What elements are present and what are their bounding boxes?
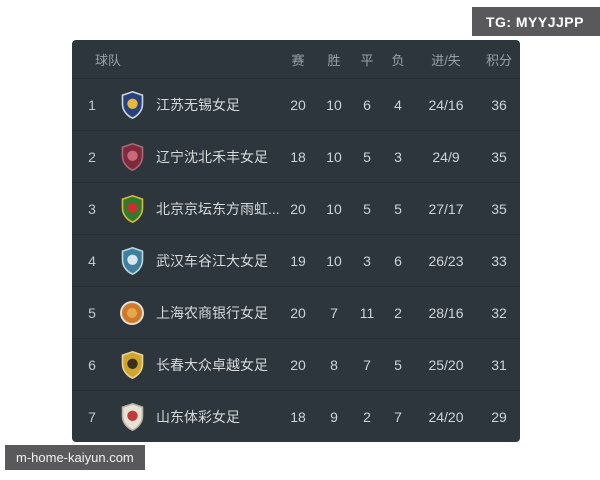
team-name-cell: 辽宁沈北禾丰女足: [156, 148, 268, 165]
table-row[interactable]: 4 武汉车谷江大女足 19 10 3 6 26/23 33: [72, 234, 520, 286]
site-url-badge: m-home-kaiyun.com: [5, 445, 145, 470]
table-row[interactable]: 3 北京京坛东方雨虹... 20 10 5 5 27/17 35: [72, 182, 520, 234]
losses-cell: 6: [394, 252, 402, 269]
table-row[interactable]: 6 长春大众卓越女足 20 8 7 5 25/20 31: [72, 338, 520, 390]
team-crest-icon: [112, 194, 152, 223]
losses-cell: 5: [394, 356, 402, 373]
column-header-points: 积分: [485, 52, 512, 68]
column-header-draw: 平: [360, 52, 374, 68]
played-cell: 20: [290, 96, 306, 113]
losses-cell: 5: [394, 200, 402, 217]
wins-cell: 8: [330, 356, 338, 373]
points-cell: 33: [491, 252, 507, 269]
table-row[interactable]: 2 辽宁沈北禾丰女足 18 10 5 3 24/9 35: [72, 130, 520, 182]
wins-cell: 7: [330, 304, 338, 321]
draws-cell: 6: [363, 96, 371, 113]
goals-cell: 28/16: [428, 304, 464, 321]
team-crest-icon: [112, 402, 152, 431]
rank-cell: 7: [88, 408, 96, 425]
draws-cell: 5: [363, 148, 371, 165]
wins-cell: 10: [326, 148, 342, 165]
rank-cell: 1: [88, 96, 96, 113]
column-header-win: 胜: [327, 52, 341, 68]
losses-cell: 7: [394, 408, 402, 425]
goals-cell: 27/17: [428, 200, 464, 217]
losses-cell: 3: [394, 148, 402, 165]
goals-cell: 26/23: [428, 252, 464, 269]
played-cell: 20: [290, 356, 306, 373]
points-cell: 35: [491, 148, 507, 165]
draws-cell: 2: [363, 408, 371, 425]
table-row[interactable]: 1 江苏无锡女足 20 10 6 4 24/16 36: [72, 78, 520, 130]
points-cell: 36: [491, 96, 507, 113]
team-name-cell: 长春大众卓越女足: [156, 356, 268, 373]
team-crest-icon: [112, 350, 152, 379]
league-standings-table: 球队 赛 胜 平 负 进/失 积分 1 江苏无锡女足 20 10 6 4 24/…: [72, 40, 520, 442]
draws-cell: 3: [363, 252, 371, 269]
wins-cell: 10: [326, 252, 342, 269]
table-body: 1 江苏无锡女足 20 10 6 4 24/16 36 2 辽宁沈北禾丰女足 1…: [72, 78, 520, 442]
team-name-cell: 山东体彩女足: [156, 408, 240, 425]
draws-cell: 7: [363, 356, 371, 373]
team-name-cell: 北京京坛东方雨虹...: [156, 200, 280, 217]
wins-cell: 10: [326, 96, 342, 113]
team-name-cell: 上海农商银行女足: [156, 304, 268, 321]
played-cell: 18: [290, 148, 306, 165]
table-header-row: 球队 赛 胜 平 负 进/失 积分: [72, 40, 520, 78]
team-crest-icon: [112, 246, 152, 275]
losses-cell: 2: [394, 304, 402, 321]
team-crest-icon: [112, 90, 152, 119]
team-crest-icon: [112, 142, 152, 171]
wins-cell: 10: [326, 200, 342, 217]
column-header-loss: 负: [391, 52, 405, 68]
played-cell: 18: [290, 408, 306, 425]
losses-cell: 4: [394, 96, 402, 113]
played-cell: 20: [290, 200, 306, 217]
draws-cell: 5: [363, 200, 371, 217]
team-name-cell: 武汉车谷江大女足: [156, 252, 268, 269]
played-cell: 19: [290, 252, 306, 269]
table-row[interactable]: 5 上海农商银行女足 20 7 11 2 28/16 32: [72, 286, 520, 338]
rank-cell: 2: [88, 148, 96, 165]
points-cell: 32: [491, 304, 507, 321]
played-cell: 20: [290, 304, 306, 321]
table-row[interactable]: 7 山东体彩女足 18 9 2 7 24/20 29: [72, 390, 520, 442]
rank-cell: 5: [88, 304, 96, 321]
points-cell: 35: [491, 200, 507, 217]
goals-cell: 25/20: [428, 356, 464, 373]
column-header-team: 球队: [95, 52, 122, 68]
column-header-goals: 进/失: [431, 52, 461, 68]
rank-cell: 3: [88, 200, 96, 217]
wins-cell: 9: [330, 408, 338, 425]
team-crest-icon: [112, 300, 152, 326]
rank-cell: 4: [88, 252, 96, 269]
goals-cell: 24/16: [428, 96, 464, 113]
tg-contact-badge: TG: MYYJJPP: [471, 7, 600, 36]
points-cell: 31: [491, 356, 507, 373]
draws-cell: 11: [359, 304, 375, 321]
rank-cell: 6: [88, 356, 96, 373]
goals-cell: 24/9: [432, 148, 460, 165]
points-cell: 29: [491, 408, 507, 425]
goals-cell: 24/20: [428, 408, 464, 425]
team-name-cell: 江苏无锡女足: [156, 96, 240, 113]
column-header-played: 赛: [291, 52, 305, 68]
